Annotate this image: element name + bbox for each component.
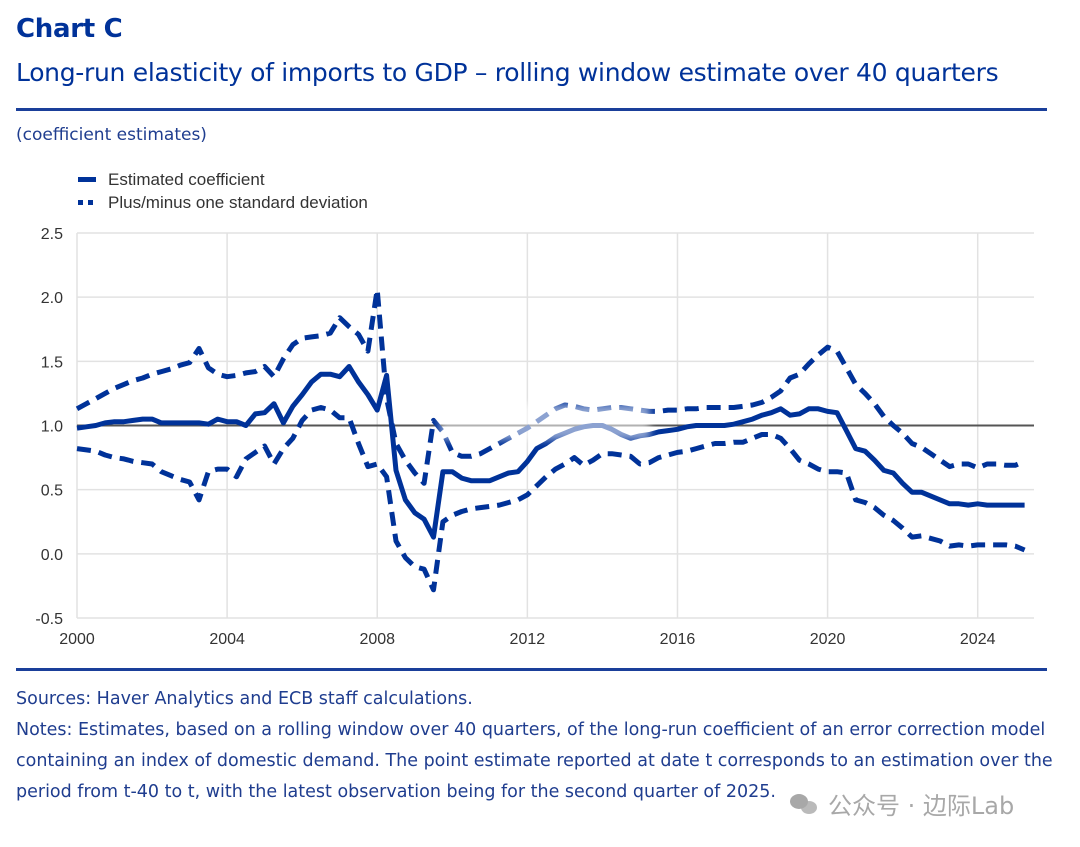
x-tick-label: 2004 [209, 631, 245, 648]
wechat-icon [790, 792, 820, 816]
legend: Estimated coefficient Plus/minus one sta… [78, 168, 368, 214]
legend-label: Estimated coefficient [108, 169, 265, 189]
x-tick-label: 2020 [810, 631, 846, 648]
legend-item-std-dev: Plus/minus one standard deviation [78, 191, 368, 214]
chart-bottom-divider [16, 668, 1047, 671]
title-divider [16, 108, 1047, 111]
x-tick-label: 2024 [960, 631, 996, 648]
notes-text: Notes: Estimates, based on a rolling win… [16, 720, 1053, 802]
y-tick-label: 0.5 [41, 483, 63, 500]
line-chart: -0.5 0.0 0.5 1.0 1.5 2.0 2.5 2000 2004 2008 2012 20… [35, 226, 1034, 648]
x-tick-label: 2016 [660, 631, 696, 648]
x-tick-label: 2012 [510, 631, 546, 648]
legend-solid-line-icon [78, 177, 96, 182]
blurred-watermark-region [440, 404, 650, 440]
series [75, 287, 1026, 593]
y-tick-label: 1.0 [41, 419, 63, 436]
watermark-text: 公众号 · 边际Lab [828, 792, 1015, 820]
legend-dashed-line-icon [78, 200, 96, 205]
x-tick-label: 2008 [359, 631, 395, 648]
unit-label: (coefficient estimates) [16, 125, 207, 145]
legend-label: Plus/minus one standard deviation [108, 192, 368, 212]
y-tick-label: 1.5 [41, 354, 63, 371]
sources-text: Sources: Haver Analytics and ECB staff c… [16, 689, 473, 709]
series-line-minus-one-sd [76, 405, 1026, 593]
chart-title: Long-run elasticity of imports to GDP – … [16, 58, 999, 87]
x-tick-label: 2000 [59, 631, 95, 648]
series-line-plus-one-sd [75, 287, 1026, 486]
watermark: 公众号 · 边际Lab [790, 786, 1014, 821]
y-tick-label: 0.0 [41, 547, 63, 564]
chart-label: Chart C [16, 14, 123, 44]
y-tick-label: 2.5 [41, 226, 63, 243]
series-line-estimated-coefficient [76, 364, 1025, 540]
legend-item-estimated: Estimated coefficient [78, 168, 368, 191]
y-tick-label: 2.0 [41, 290, 63, 307]
footer: Sources: Haver Analytics and ECB staff c… [16, 684, 1056, 808]
y-tick-label: -0.5 [35, 611, 63, 628]
